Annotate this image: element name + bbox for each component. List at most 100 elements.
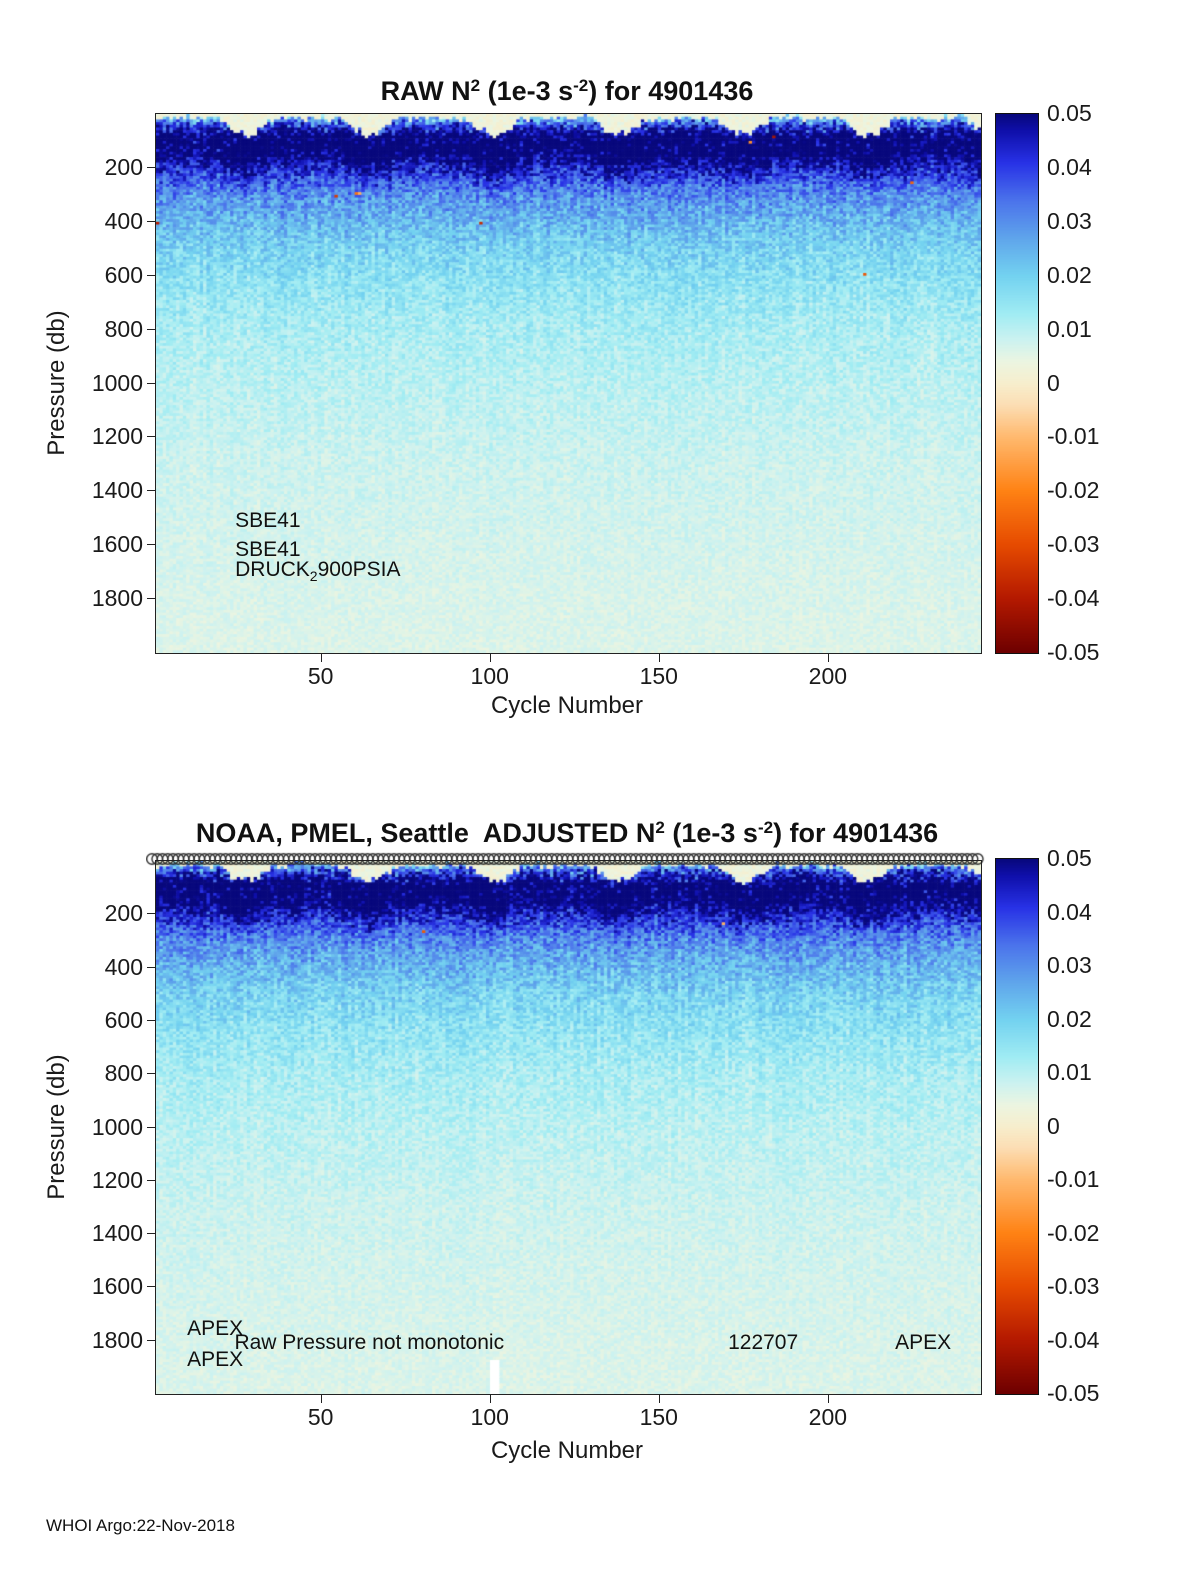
x-tick-mark (320, 1395, 322, 1403)
y-tick-mark (147, 328, 155, 330)
y-tick-mark (147, 1179, 155, 1181)
x-tick-mark (827, 1395, 829, 1403)
x-axis-label-raw: Cycle Number (490, 692, 644, 719)
y-tick-mark (147, 220, 155, 222)
colorbar-tick-label: 0.02 (1047, 261, 1092, 288)
raw-heatmap-canvas (155, 113, 982, 654)
y-tick-mark (147, 436, 155, 438)
annotation-text: APEX (895, 1330, 952, 1354)
x-tick-mark (658, 654, 660, 662)
y-tick-mark (147, 1126, 155, 1128)
y-tick-mark (147, 166, 155, 168)
colorbar-tick-label: -0.01 (1047, 423, 1100, 450)
raw-colorbar (995, 113, 1039, 654)
colorbar-tick-label: 0.04 (1047, 153, 1092, 180)
y-tick-mark (147, 966, 155, 968)
colorbar-tick-label: 0 (1047, 1112, 1060, 1139)
colorbar-tick-label: 0.02 (1047, 1005, 1092, 1032)
colorbar-tick-label: -0.02 (1047, 477, 1100, 504)
colorbar-tick-label: 0.01 (1047, 315, 1092, 342)
colorbar-tick-label: 0.03 (1047, 207, 1092, 234)
annotation-text: 122707 (728, 1330, 799, 1354)
x-tick-label: 200 (808, 663, 848, 689)
y-tick-label: 1600 (91, 531, 143, 558)
footer-credit: WHOI Argo:22-Nov-2018 (46, 1516, 235, 1535)
title-superscript: 2 (655, 817, 665, 837)
y-tick-mark (147, 598, 155, 600)
y-tick-label: 1000 (91, 1113, 143, 1140)
annotation-text: SBE41 (235, 509, 301, 533)
y-tick-mark (147, 382, 155, 384)
annotation-text: DRUCK2900PSIA (235, 557, 401, 584)
x-tick-label: 50 (307, 1404, 334, 1430)
adjusted-heatmap-canvas (155, 860, 982, 1395)
y-tick-mark (147, 1233, 155, 1235)
y-tick-label: 1800 (91, 1326, 143, 1353)
title-text: ) for 4901436 (588, 76, 754, 106)
colorbar-tick-label: -0.04 (1047, 1326, 1100, 1353)
y-tick-label: 1600 (91, 1273, 143, 1300)
y-tick-mark (147, 544, 155, 546)
x-tick-label: 150 (639, 1404, 678, 1430)
y-tick-label: 1800 (91, 585, 143, 612)
x-tick-mark (320, 654, 322, 662)
y-tick-mark (147, 274, 155, 276)
y-tick-label: 1400 (91, 477, 143, 504)
title-superscript: 2 (470, 75, 481, 95)
y-tick-mark (147, 1339, 155, 1341)
x-tick-label: 150 (639, 663, 678, 689)
title-text: RAW N (380, 76, 471, 106)
annotation-text: Raw Pressure not monotonic (234, 1330, 505, 1354)
annotation-part: 2 (309, 567, 318, 584)
y-tick-mark (147, 913, 155, 915)
y-tick-mark (147, 1286, 155, 1288)
title-superscript: -2 (573, 75, 589, 95)
x-tick-label: 100 (470, 1404, 509, 1430)
annotation-part: 900PSIA (317, 557, 401, 581)
x-tick-mark (489, 654, 491, 662)
y-tick-label: 200 (104, 900, 143, 927)
annotation-text: SBE41 (235, 537, 301, 561)
colorbar-tick-label: -0.04 (1047, 585, 1100, 612)
annotation-part: DRUCK (235, 557, 310, 581)
colorbar-tick-label: 0 (1047, 369, 1060, 396)
colorbar-tick-label: 0.04 (1047, 898, 1092, 925)
adjusted-plot-title: NOAA, PMEL, Seattle ADJUSTED N2 (1e-3 s-… (117, 818, 1017, 849)
x-tick-mark (827, 654, 829, 662)
y-tick-label: 200 (104, 153, 143, 180)
y-tick-label: 1400 (91, 1220, 143, 1247)
title-text: (1e-3 s (480, 76, 574, 106)
y-tick-label: 1000 (91, 369, 143, 396)
y-tick-label: 1200 (91, 1166, 143, 1193)
y-tick-label: 800 (104, 1060, 143, 1087)
y-tick-mark (147, 1073, 155, 1075)
title-superscript: -2 (757, 817, 774, 837)
y-tick-label: 600 (104, 261, 143, 288)
colorbar-tick-label: -0.02 (1047, 1219, 1100, 1246)
x-tick-mark (489, 1395, 491, 1403)
qc-marker-row (146, 851, 989, 867)
title-text: (1e-3 s (664, 818, 758, 848)
y-tick-mark (147, 490, 155, 492)
x-tick-label: 100 (470, 663, 509, 689)
colorbar-tick-label: 0.01 (1047, 1059, 1092, 1085)
colorbar-tick-label: 0.03 (1047, 952, 1092, 978)
y-tick-label: 800 (104, 315, 143, 342)
x-axis-label-adjusted: Cycle Number (490, 1437, 644, 1464)
x-tick-mark (658, 1395, 660, 1403)
x-tick-label: 200 (808, 1404, 848, 1430)
colorbar-tick-label: -0.03 (1047, 1273, 1100, 1299)
colorbar-tick-label: -0.05 (1047, 1380, 1100, 1406)
annotation-text: APEX (187, 1317, 244, 1341)
colorbar-tick-label: 0.05 (1047, 100, 1092, 126)
title-text: ) for 4901436 (773, 818, 939, 848)
y-tick-label: 600 (104, 1006, 143, 1033)
colorbar-tick-label: -0.01 (1047, 1166, 1100, 1192)
colorbar-tick-label: -0.03 (1047, 531, 1100, 558)
y-tick-mark (147, 1019, 155, 1021)
y-tick-label: 400 (104, 953, 143, 980)
y-tick-label: 1200 (91, 423, 143, 450)
colorbar-tick-label: 0.05 (1047, 845, 1092, 871)
annotation-text: APEX (187, 1348, 244, 1372)
x-tick-label: 50 (307, 663, 334, 689)
